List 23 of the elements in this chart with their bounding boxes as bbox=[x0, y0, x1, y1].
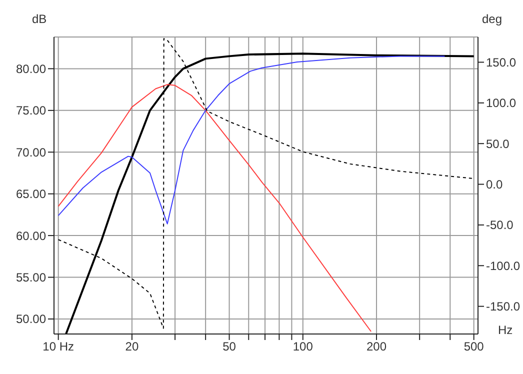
x-tick-label: 100 bbox=[292, 340, 314, 354]
x-axis-title: Hz bbox=[498, 323, 513, 337]
y2-tick-label: -100.0 bbox=[486, 258, 520, 273]
x-tick-label: 500 bbox=[464, 340, 484, 354]
y-axis-title: dB bbox=[32, 12, 47, 26]
y2-axis-title: deg bbox=[482, 12, 502, 26]
y-tick-label: 70.00 bbox=[16, 145, 46, 160]
y-tick-label: 50.00 bbox=[16, 312, 46, 326]
y2-tick-label: 100.0 bbox=[486, 96, 516, 110]
y2-tick-label: 150.0 bbox=[486, 55, 516, 70]
y2-tick-label: -50.0 bbox=[486, 218, 514, 232]
x-tick-label: 50 bbox=[222, 340, 236, 354]
x-tick-label: 20 bbox=[125, 340, 139, 354]
x-tick-label: 200 bbox=[366, 340, 387, 354]
y-tick-label: 75.00 bbox=[16, 104, 46, 118]
y2-tick-label: -150.0 bbox=[486, 300, 520, 314]
y-tick-label: 65.00 bbox=[16, 187, 46, 202]
y-tick-label: 80.00 bbox=[16, 62, 46, 76]
x-tick-label: 10 Hz bbox=[42, 340, 74, 354]
y2-tick-label: 0.0 bbox=[486, 178, 504, 192]
y-tick-label: 55.00 bbox=[16, 270, 46, 285]
y2-tick-label: 50.0 bbox=[486, 136, 510, 151]
y-tick-label: 60.00 bbox=[16, 228, 46, 243]
